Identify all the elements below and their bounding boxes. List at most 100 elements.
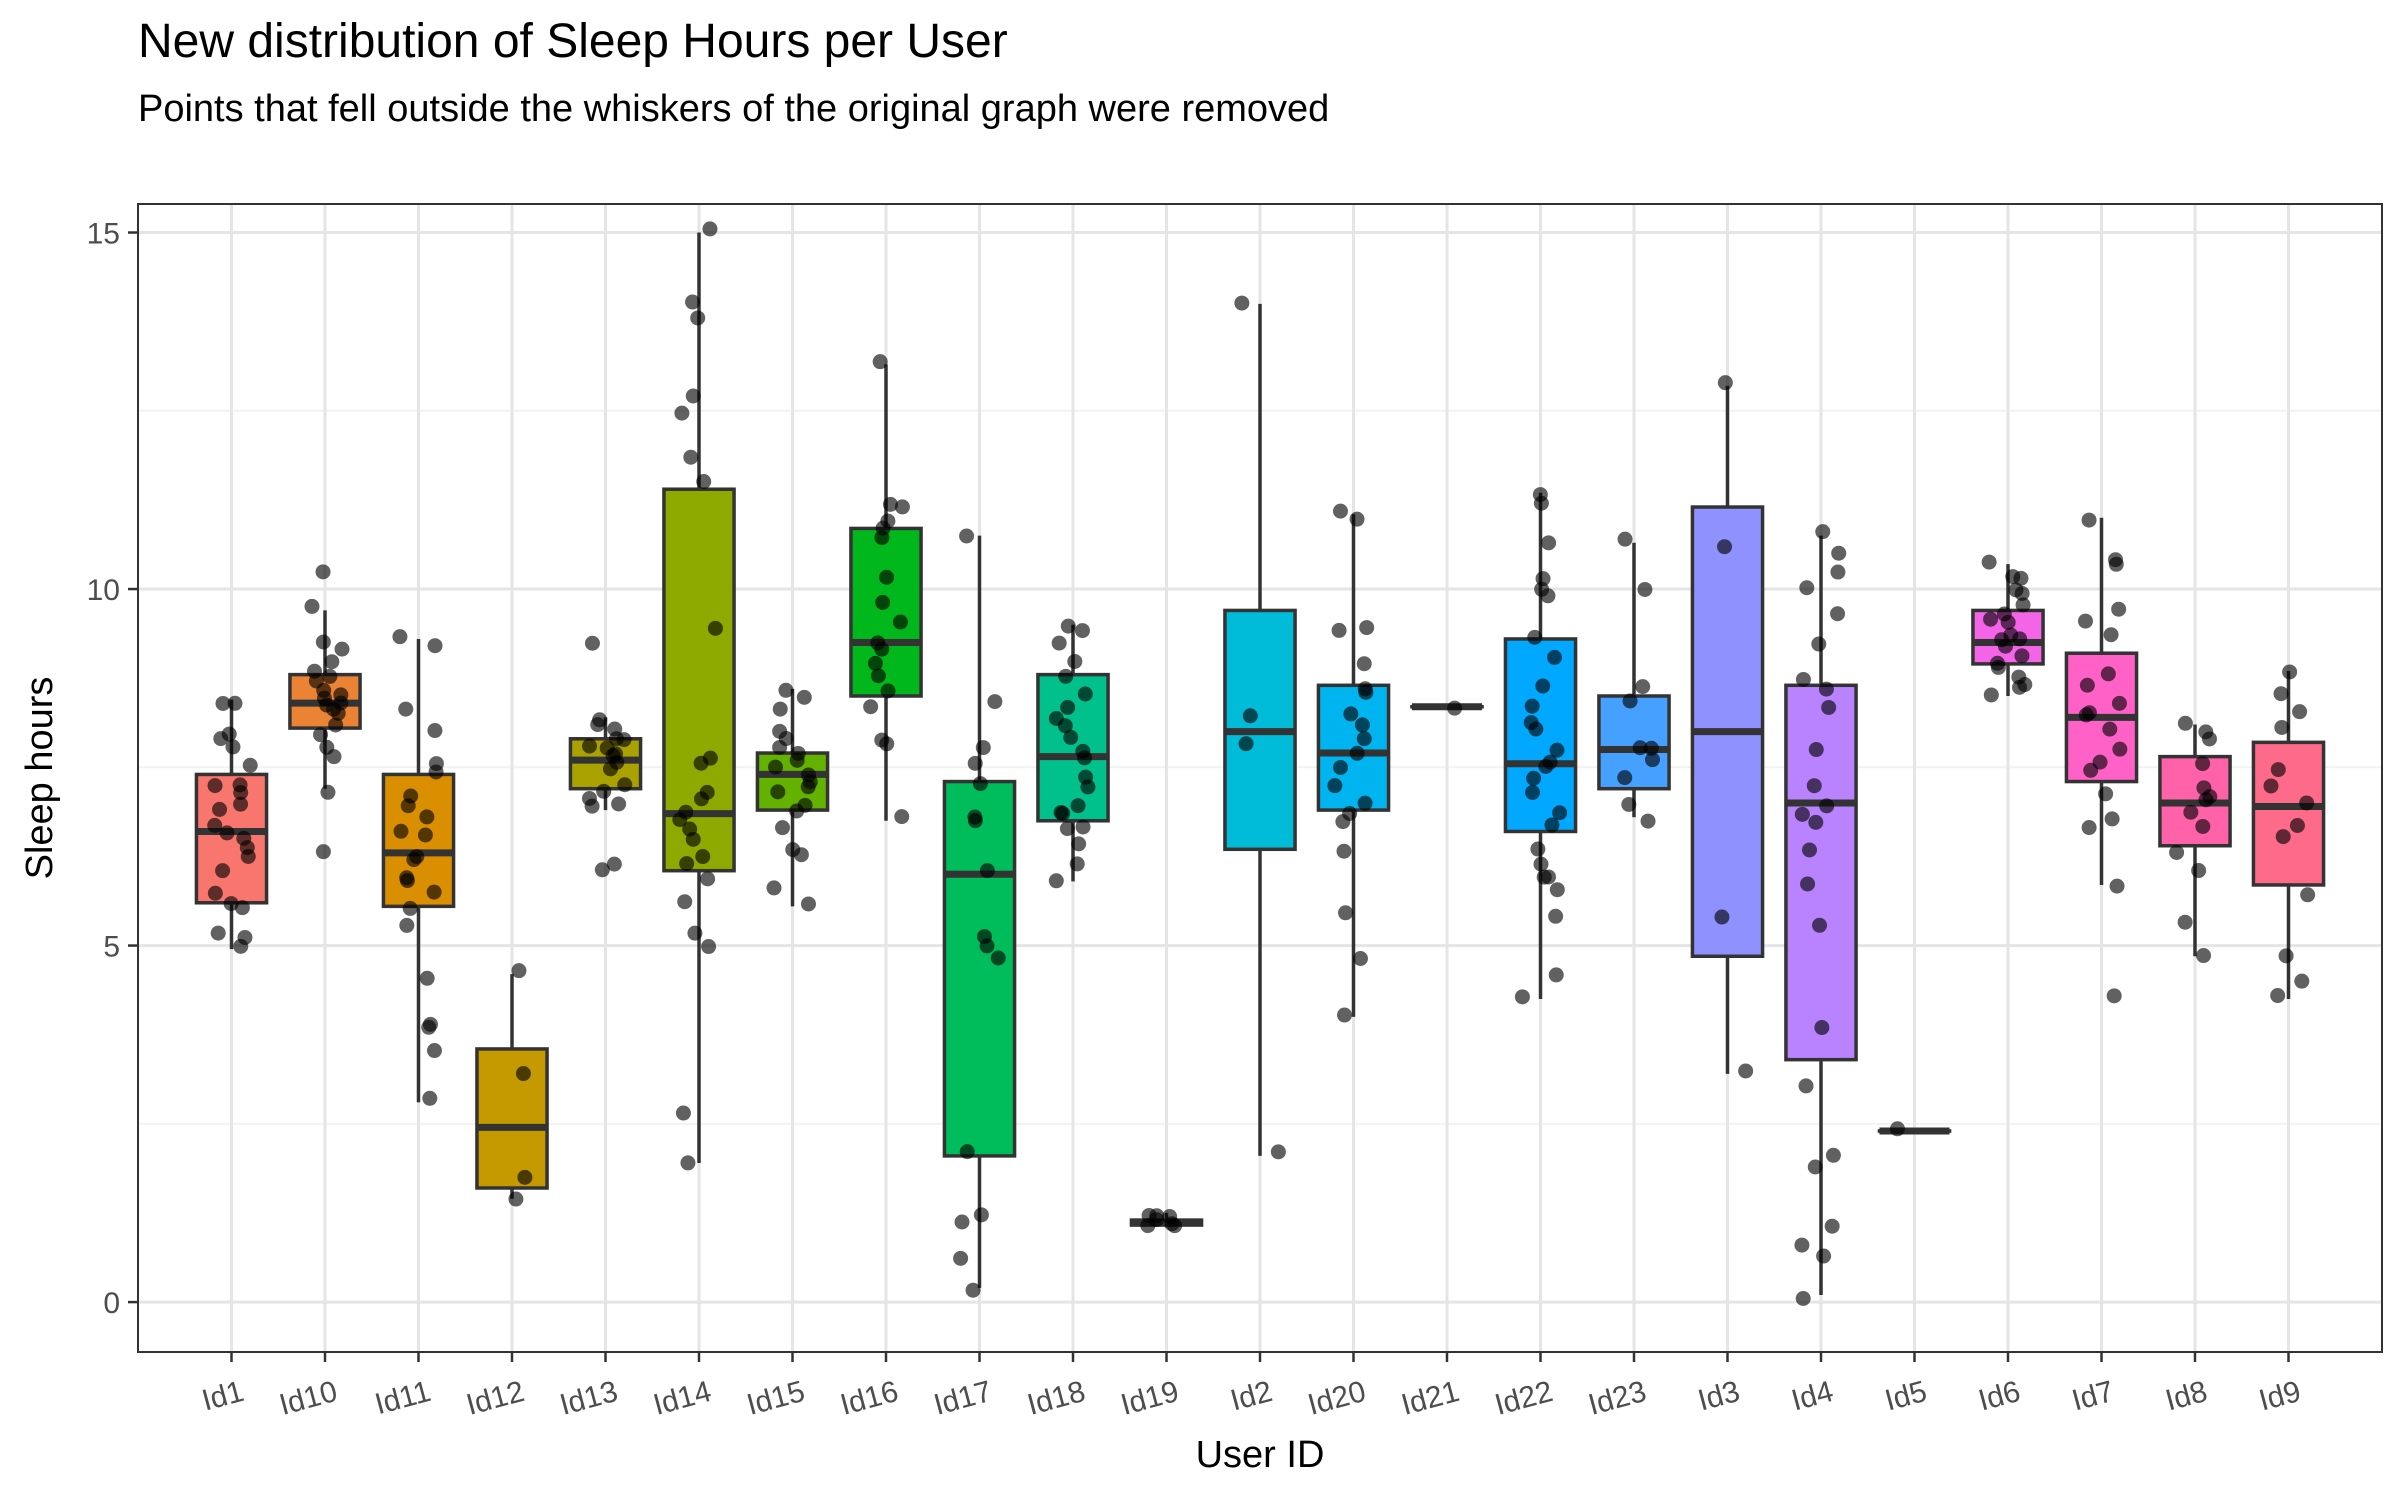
data-point (690, 310, 706, 326)
data-point (2104, 811, 2120, 827)
data-point (797, 797, 813, 813)
data-point (233, 796, 249, 812)
box-id6 (1971, 554, 2045, 703)
data-point (679, 856, 695, 872)
data-point (1336, 1007, 1352, 1023)
data-point (1060, 699, 1076, 715)
data-point (894, 499, 910, 515)
data-point (606, 856, 622, 872)
x-axis-title: User ID (1196, 1434, 1325, 1476)
data-point (2270, 988, 2286, 1004)
data-point (800, 896, 816, 912)
data-point (1889, 1121, 1905, 1137)
data-point (1077, 686, 1093, 702)
x-tick-label: Id14 (650, 1375, 715, 1422)
data-point (2183, 804, 2199, 820)
data-point (2098, 786, 2114, 802)
data-point (2005, 569, 2021, 585)
data-point (680, 1155, 696, 1171)
data-point (2111, 601, 2127, 617)
data-point (801, 767, 817, 783)
x-tick-label: Id7 (2068, 1375, 2117, 1418)
data-point (683, 449, 699, 465)
box-id22 (1503, 487, 1578, 1005)
data-point (1332, 503, 1348, 519)
data-point (967, 755, 983, 771)
data-point (236, 830, 252, 846)
data-point (775, 820, 791, 836)
data-point (1234, 295, 1250, 311)
data-point (785, 842, 801, 858)
data-point (1359, 620, 1375, 636)
box-id19 (1129, 1207, 1204, 1234)
box-id4 (1784, 524, 1858, 1307)
data-point (701, 939, 717, 955)
data-point (2198, 724, 2214, 740)
data-point (581, 790, 597, 806)
data-point (422, 1016, 438, 1032)
data-point (1074, 623, 1090, 639)
box-body (2251, 740, 2326, 887)
data-point (2008, 582, 2024, 598)
data-point (315, 634, 331, 650)
data-point (422, 1090, 438, 1106)
data-point (2003, 627, 2019, 643)
data-point (953, 1250, 969, 1266)
data-point (685, 388, 701, 404)
data-point (1069, 856, 1085, 872)
data-point (1996, 606, 2012, 622)
box-body (475, 1047, 549, 1190)
x-tick-label: Id2 (1227, 1375, 1276, 1418)
data-point (517, 1169, 533, 1185)
data-point (685, 294, 701, 310)
data-point (1067, 653, 1083, 669)
data-point (1617, 770, 1633, 786)
chart-title: New distribution of Sleep Hours per User (138, 15, 1008, 68)
data-point (1621, 796, 1637, 812)
data-point (611, 796, 627, 812)
y-tick-label: 5 (103, 931, 120, 964)
data-point (1549, 742, 1565, 758)
data-point (2011, 669, 2027, 685)
data-point (2275, 829, 2291, 845)
data-point (1794, 806, 1810, 822)
data-point (2196, 780, 2212, 796)
data-point (2191, 863, 2207, 879)
data-point (677, 894, 693, 910)
data-point (1548, 908, 1564, 924)
data-point (702, 221, 718, 237)
data-point (1532, 487, 1548, 503)
data-point (1816, 1248, 1832, 1264)
data-point (700, 871, 716, 887)
x-tick-label: Id23 (1585, 1375, 1650, 1422)
data-point (403, 788, 419, 804)
data-point (426, 884, 442, 900)
data-point (1981, 554, 1997, 570)
data-point (399, 917, 415, 933)
data-point (2195, 756, 2211, 772)
data-point (315, 844, 331, 860)
x-tick-label: Id10 (276, 1375, 341, 1422)
data-point (607, 721, 623, 737)
data-point (1983, 687, 1999, 703)
data-point (225, 739, 241, 755)
data-point (207, 817, 223, 833)
data-point (328, 717, 344, 733)
data-point (2079, 677, 2095, 693)
box-id16 (849, 354, 923, 825)
data-point (1807, 1159, 1823, 1175)
data-point (696, 474, 712, 490)
data-point (1819, 798, 1835, 814)
data-point (1714, 909, 1730, 925)
data-point (882, 496, 898, 512)
data-point (419, 809, 435, 825)
data-point (1514, 989, 1530, 1005)
data-point (1643, 740, 1659, 756)
box-id11 (381, 629, 456, 1106)
data-point (582, 738, 598, 754)
data-point (973, 1207, 989, 1223)
data-point (1342, 806, 1358, 822)
data-point (2077, 613, 2093, 629)
data-point (880, 683, 896, 699)
